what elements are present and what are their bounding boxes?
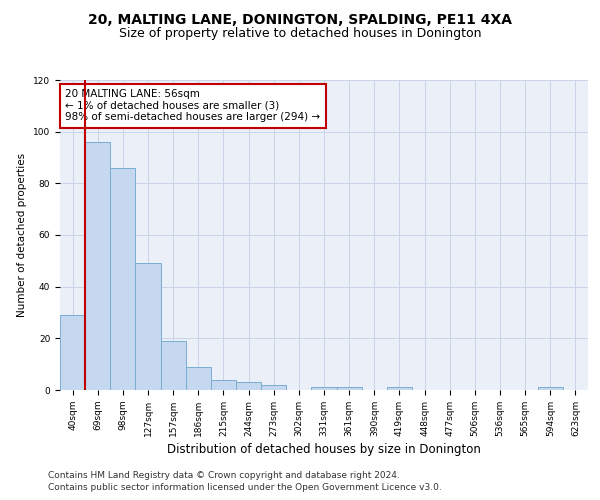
X-axis label: Distribution of detached houses by size in Donington: Distribution of detached houses by size … bbox=[167, 443, 481, 456]
Bar bbox=[136, 264, 161, 390]
Text: 20, MALTING LANE, DONINGTON, SPALDING, PE11 4XA: 20, MALTING LANE, DONINGTON, SPALDING, P… bbox=[88, 12, 512, 26]
Bar bbox=[236, 382, 261, 390]
Bar bbox=[186, 367, 211, 390]
Bar bbox=[85, 142, 110, 390]
Bar bbox=[60, 315, 85, 390]
Bar bbox=[387, 388, 412, 390]
Text: Contains HM Land Registry data © Crown copyright and database right 2024.: Contains HM Land Registry data © Crown c… bbox=[48, 471, 400, 480]
Bar bbox=[538, 388, 563, 390]
Text: Size of property relative to detached houses in Donington: Size of property relative to detached ho… bbox=[119, 28, 481, 40]
Bar bbox=[161, 341, 186, 390]
Bar bbox=[311, 388, 337, 390]
Bar bbox=[211, 380, 236, 390]
Bar bbox=[337, 388, 362, 390]
Y-axis label: Number of detached properties: Number of detached properties bbox=[17, 153, 28, 317]
Bar bbox=[261, 385, 286, 390]
Text: Contains public sector information licensed under the Open Government Licence v3: Contains public sector information licen… bbox=[48, 484, 442, 492]
Bar bbox=[110, 168, 136, 390]
Text: 20 MALTING LANE: 56sqm
← 1% of detached houses are smaller (3)
98% of semi-detac: 20 MALTING LANE: 56sqm ← 1% of detached … bbox=[65, 90, 320, 122]
